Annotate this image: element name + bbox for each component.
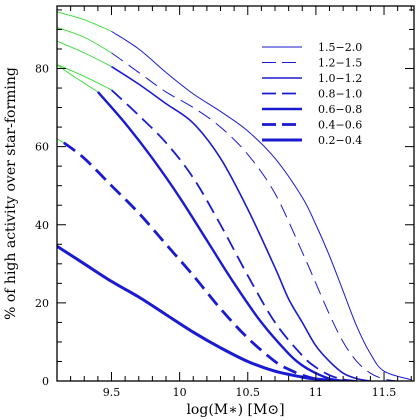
series-4-line — [110, 89, 357, 381]
plot-frame — [56, 5, 415, 382]
y-tick-label: 60 — [35, 141, 49, 154]
series-2-extrapolated-line — [57, 27, 112, 54]
legend: 1.5−2.0 1.2−1.5 1.0−1.2 0.8−1.0 0.6−0.8 0.4−0… — [262, 41, 362, 147]
series-5-line — [96, 91, 344, 381]
y-tick-label: 40 — [35, 219, 49, 232]
x-tick-label: 11 — [309, 386, 323, 399]
series-3-line — [111, 65, 371, 381]
y-tick-label: 80 — [35, 63, 49, 76]
legend-label: 0.8−1.0 — [318, 88, 362, 101]
series-6-extrapolated-line — [57, 138, 65, 144]
legend-label: 1.0−1.2 — [318, 72, 362, 85]
y-axis-label: % of high activity over star-forming — [3, 67, 19, 320]
x-tick-label: 10.5 — [236, 386, 261, 399]
series-4-extrapolated-line — [57, 64, 112, 91]
series-1-line — [111, 30, 412, 381]
legend-label: 1.5−2.0 — [318, 41, 362, 54]
series-3-extrapolated-line — [57, 40, 112, 67]
legend-label: 0.6−0.8 — [318, 103, 362, 116]
y-tick-label: 20 — [35, 297, 49, 310]
x-tick-labels: 9.5 10 10.5 11 11.5 — [103, 386, 397, 399]
axis-ticks — [56, 6, 414, 382]
legend-label: 1.2−1.5 — [318, 57, 362, 70]
series-5-extrapolated-line — [57, 64, 99, 93]
x-tick-label: 10 — [173, 386, 187, 399]
x-tick-label: 11.5 — [372, 386, 397, 399]
y-tick-labels: 0 20 40 60 80 — [35, 63, 49, 389]
series-6-line — [62, 141, 330, 381]
y-tick-label: 0 — [42, 375, 49, 388]
series-1-extrapolated-line — [57, 11, 112, 32]
series-7-line — [57, 244, 344, 381]
x-axis-label: log(M∗) [M⊙] — [186, 402, 284, 418]
series-2-line — [111, 52, 398, 381]
x-tick-label: 9.5 — [103, 386, 121, 399]
legend-label: 0.2−0.4 — [318, 134, 362, 147]
legend-label: 0.4−0.6 — [318, 119, 362, 132]
